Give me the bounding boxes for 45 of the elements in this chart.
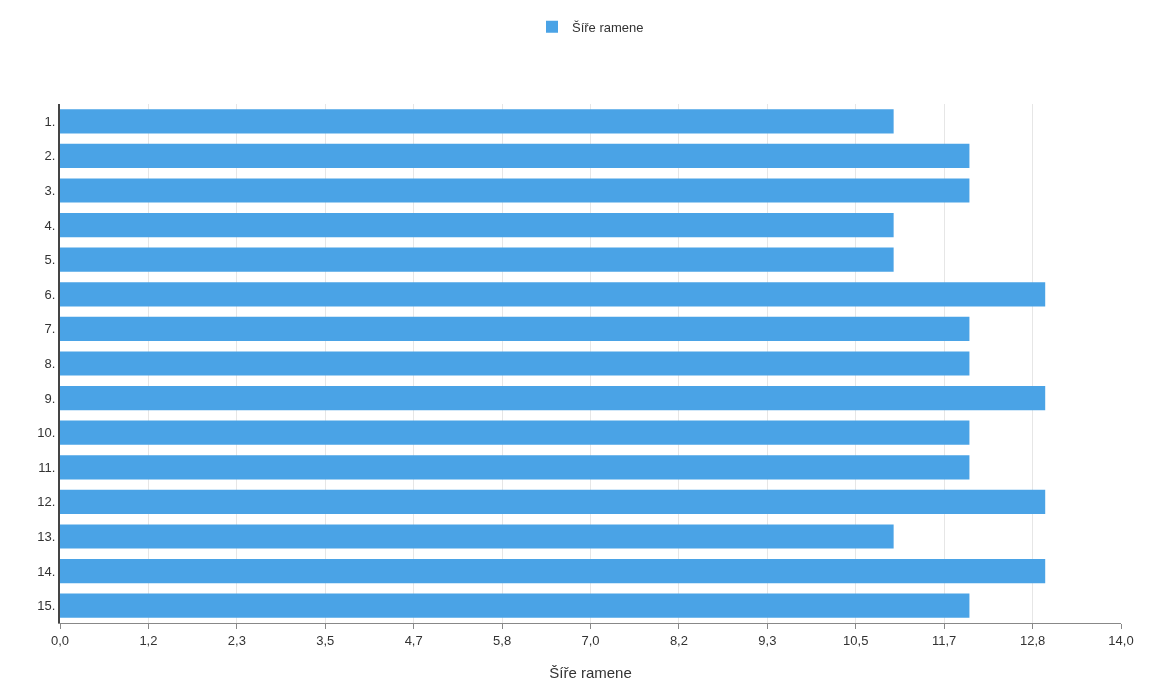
y-tick-label: 8. bbox=[44, 356, 56, 372]
x-tick-label: 1,2 bbox=[139, 632, 158, 648]
y-tick-label: 6. bbox=[44, 286, 56, 302]
legend-label: Šíře ramene bbox=[572, 19, 644, 35]
x-tick-label: 14,0 bbox=[1108, 632, 1134, 648]
bar bbox=[60, 385, 1046, 411]
x-tick-label: 8,2 bbox=[669, 632, 688, 648]
x-tick-label: 0,0 bbox=[50, 632, 70, 648]
bar bbox=[60, 558, 1046, 584]
x-axis-title: Šíře ramene bbox=[549, 664, 632, 681]
bar bbox=[60, 489, 1046, 515]
bar bbox=[60, 178, 970, 203]
y-tick-label: 13. bbox=[37, 529, 56, 545]
x-tick-label: 12,8 bbox=[1019, 632, 1046, 648]
bar bbox=[60, 247, 894, 272]
y-tick-label: 3. bbox=[44, 183, 56, 199]
y-tick-label: 15. bbox=[37, 598, 56, 614]
x-tick-label: 10,5 bbox=[843, 632, 869, 648]
x-tick-label: 4,7 bbox=[404, 632, 423, 648]
y-tick-label: 11. bbox=[38, 459, 56, 475]
y-tick-label: 7. bbox=[44, 321, 56, 337]
bar bbox=[60, 455, 970, 480]
x-tick-label: 9,3 bbox=[758, 632, 777, 648]
x-tick-label: 7,0 bbox=[581, 632, 600, 648]
y-tick-label: 12. bbox=[37, 494, 56, 510]
y-tick-label: 2. bbox=[44, 148, 56, 164]
bar bbox=[60, 593, 970, 618]
bar bbox=[60, 109, 894, 134]
x-tick-label: 3,5 bbox=[316, 632, 335, 648]
bar bbox=[60, 282, 1046, 307]
x-tick-label: 11,7 bbox=[932, 632, 957, 648]
x-tick-label: 5,8 bbox=[493, 632, 512, 648]
bar bbox=[60, 420, 970, 445]
y-tick-label: 14. bbox=[37, 563, 56, 579]
bar bbox=[60, 524, 894, 549]
y-tick-label: 1. bbox=[44, 113, 56, 129]
bar bbox=[60, 351, 970, 376]
y-tick-label: 5. bbox=[44, 252, 56, 268]
y-tick-label: 10. bbox=[37, 425, 56, 441]
bar bbox=[60, 143, 970, 169]
bar bbox=[60, 316, 970, 342]
y-tick-label: 9. bbox=[44, 390, 56, 406]
x-tick-label: 2,3 bbox=[227, 632, 246, 648]
bar bbox=[60, 212, 894, 238]
y-tick-label: 4. bbox=[44, 217, 56, 233]
